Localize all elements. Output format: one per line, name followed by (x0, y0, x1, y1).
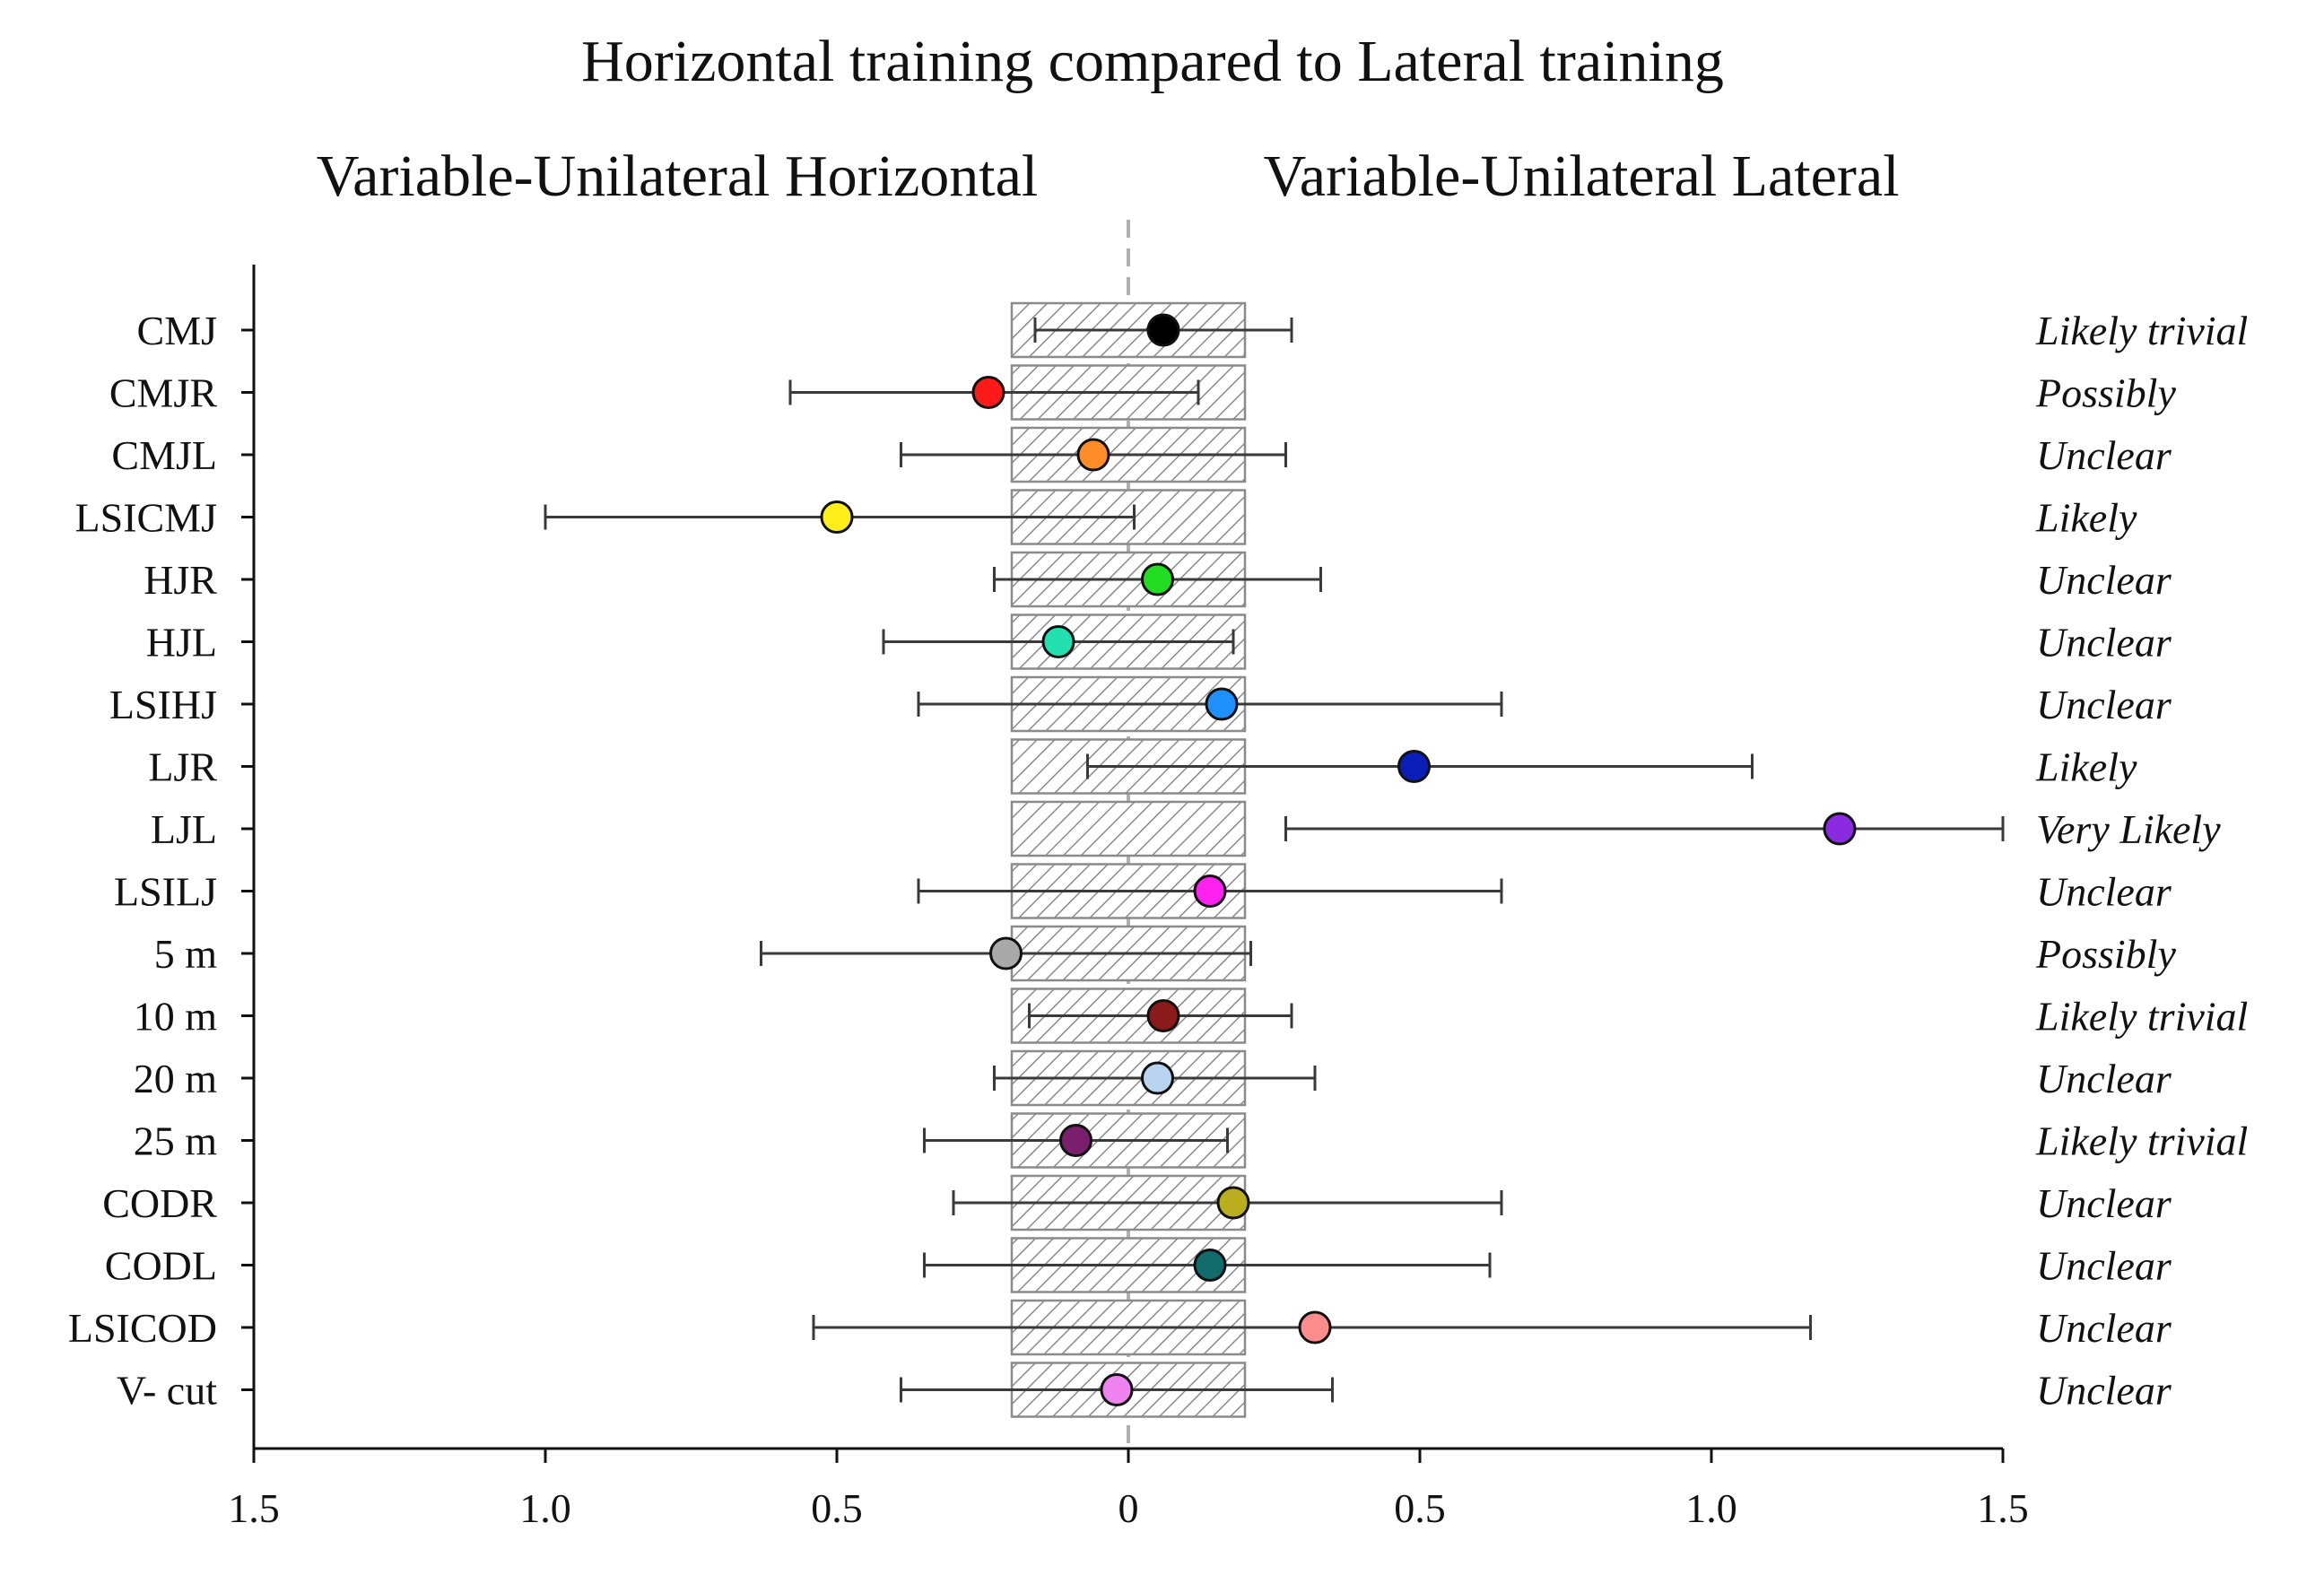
x-tick-label: 1.5 (228, 1485, 280, 1531)
point-estimate-marker (1193, 875, 1227, 908)
left-direction-label: Variable-Unilateral Horizontal (317, 144, 1038, 209)
outcome-label: Unclear (2036, 1180, 2172, 1226)
row-label: HJR (144, 557, 217, 603)
row-label: HJL (146, 620, 217, 666)
row-label: 25 m (134, 1118, 218, 1164)
point-estimate-marker (1146, 313, 1180, 347)
point-estimate-marker (989, 936, 1023, 970)
row-label: CODR (102, 1180, 217, 1226)
row-label: CMJL (111, 432, 217, 478)
row-label: LSILJ (114, 869, 217, 915)
outcome-label: Very Likely (2036, 806, 2221, 852)
row-label: CMJR (109, 370, 217, 416)
row-label: 10 m (134, 994, 218, 1040)
outcome-label: Likely (2035, 744, 2137, 790)
outcome-label: Unclear (2036, 869, 2172, 915)
point-estimate-marker (1397, 750, 1431, 783)
point-estimate-marker (1146, 999, 1180, 1032)
x-tick-label: 0.5 (811, 1485, 863, 1531)
row-label: LJR (148, 744, 217, 790)
x-tick-label: 0 (1118, 1485, 1139, 1531)
right-direction-label: Variable-Unilateral Lateral (1263, 144, 1899, 209)
outcome-label: Likely (2035, 495, 2137, 541)
x-tick-label: 1.5 (1977, 1485, 2029, 1531)
point-estimate-marker (1823, 812, 1857, 846)
outcome-label: Possibly (2035, 370, 2176, 416)
point-estimate-marker (971, 376, 1005, 409)
point-estimate-marker (1205, 687, 1239, 721)
outcome-label: Possibly (2035, 931, 2176, 977)
row-label: 20 m (134, 1056, 218, 1101)
point-estimate-marker (1076, 438, 1110, 472)
outcome-label: Likely trivial (2035, 1118, 2248, 1164)
row-label: LSIHJ (109, 682, 217, 727)
point-estimate-marker (1141, 1061, 1174, 1095)
row-label: CODL (105, 1243, 217, 1289)
outcome-label: Likely trivial (2035, 994, 2248, 1040)
outcome-label: Unclear (2036, 1056, 2172, 1101)
outcome-label: Unclear (2036, 682, 2172, 727)
outcome-label: Unclear (2036, 432, 2172, 478)
point-estimate-marker (1141, 562, 1174, 596)
x-tick-label: 1.0 (519, 1485, 571, 1531)
row-label: 5 m (154, 931, 218, 977)
row-label: LSICOD (68, 1305, 217, 1351)
trivial-zone-box (1010, 800, 1247, 857)
point-estimate-marker (1059, 1124, 1092, 1157)
x-tick-label: 0.5 (1394, 1485, 1446, 1531)
point-estimate-marker (1041, 625, 1075, 658)
point-estimate-marker (1298, 1310, 1332, 1344)
row-label: LJL (151, 806, 217, 852)
chart-title: Horizontal training compared to Lateral … (581, 29, 1724, 94)
row-label: LSICMJ (75, 495, 217, 541)
x-tick-label: 1.0 (1685, 1485, 1737, 1531)
outcome-label: Unclear (2036, 1368, 2172, 1414)
point-estimate-marker (1216, 1186, 1250, 1220)
point-estimate-marker (1193, 1249, 1227, 1282)
row-label: CMJ (137, 308, 217, 353)
point-estimate-marker (1100, 1373, 1134, 1406)
outcome-label: Unclear (2036, 1305, 2172, 1351)
outcome-label: Unclear (2036, 620, 2172, 666)
point-estimate-marker (820, 500, 854, 534)
outcome-label: Unclear (2036, 557, 2172, 603)
outcome-label: Likely trivial (2035, 308, 2248, 353)
row-label: V- cut (117, 1368, 217, 1414)
outcome-label: Unclear (2036, 1243, 2172, 1289)
